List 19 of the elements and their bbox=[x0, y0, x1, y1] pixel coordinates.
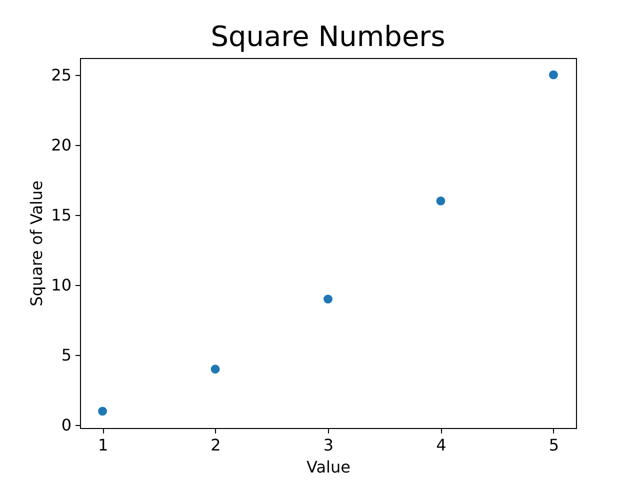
point bbox=[324, 294, 332, 304]
point bbox=[436, 196, 446, 206]
x-tick-label: 2 bbox=[210, 436, 221, 454]
point bbox=[210, 364, 220, 374]
x-tick-label: 5 bbox=[548, 436, 560, 454]
y-tick-label: 10 bbox=[51, 276, 72, 295]
y-axis-title: Square of Value bbox=[27, 180, 46, 306]
y-tick-label: 25 bbox=[51, 65, 72, 84]
x-tick-label: 3 bbox=[323, 436, 334, 454]
x-tick-label: 4 bbox=[436, 436, 446, 454]
point bbox=[98, 406, 108, 416]
y-tick-label: 5 bbox=[61, 346, 72, 365]
y-tick-label: 15 bbox=[51, 205, 72, 224]
x-axis-title: Value bbox=[306, 458, 350, 476]
x-tick-label: 1 bbox=[98, 436, 108, 454]
point bbox=[548, 70, 558, 80]
y-tick-label: 0 bbox=[61, 416, 72, 435]
y-tick-label: 20 bbox=[51, 135, 72, 154]
chart-title: Square Numbers bbox=[210, 20, 446, 53]
